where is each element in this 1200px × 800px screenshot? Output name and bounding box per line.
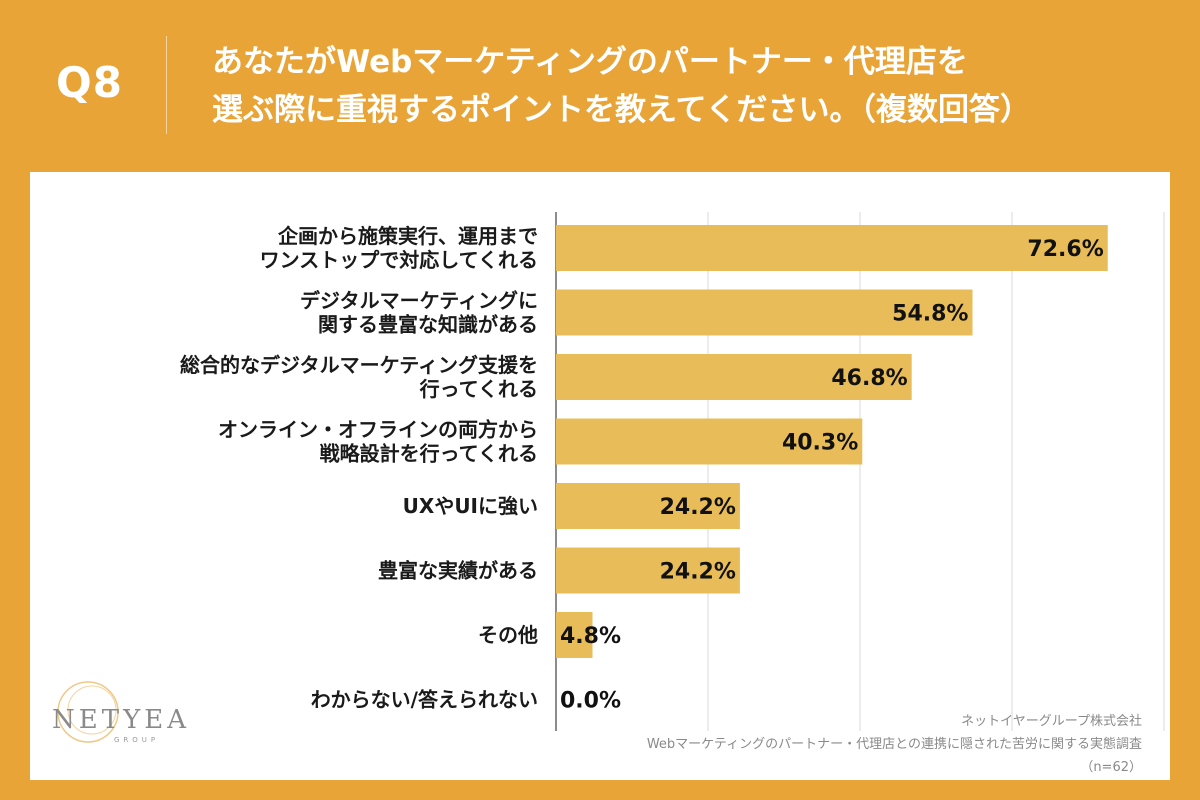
bar-0 <box>556 225 1108 271</box>
value-label-1: 54.8% <box>892 302 968 327</box>
bars <box>556 225 1108 658</box>
value-labels: 72.6% 54.8% 46.8% 40.3% 24.2% 24.2% 4.8% 0.0% <box>560 237 1104 714</box>
category-label-1: デジタルマーケティングに関する豊富な知識がある <box>300 289 538 337</box>
value-label-2: 46.8% <box>831 366 907 391</box>
category-label-0: 企画から施策実行、運用までワンストップで対応してくれる <box>260 224 538 272</box>
question-title-line1: あなたがWebマーケティングのパートナー・代理店を <box>212 44 968 80</box>
value-label-3: 40.3% <box>782 431 858 456</box>
bar-3 <box>556 418 863 465</box>
logo-circle <box>57 681 119 743</box>
logo-inner-circle <box>67 685 117 735</box>
question-title-line2: 選ぶ際に重視するポイントを教えてください。（複数回答） <box>212 92 1032 128</box>
bar-5 <box>556 547 740 594</box>
footer-survey: Webマーケティングのパートナー・代理店との連携に隠された苦労に関する実態調査 <box>646 737 1142 752</box>
value-label-6: 4.8% <box>560 624 621 649</box>
category-label-6: その他 <box>478 623 538 647</box>
bar-1 <box>556 289 973 336</box>
footer-company: ネットイヤーグループ株式会社 <box>961 714 1142 729</box>
category-label-7: わからない/答えられない <box>311 688 538 712</box>
value-label-5: 24.2% <box>660 560 736 585</box>
logo-text: NETYEAR <box>52 705 188 735</box>
logo-subtext: GROUP <box>114 736 159 744</box>
category-label-4: UXやUIに強い <box>403 494 538 518</box>
header-divider <box>166 36 167 134</box>
category-label-5: 豊富な実績がある <box>378 559 538 583</box>
chart-panel <box>30 172 1170 780</box>
bar-2 <box>556 354 912 400</box>
value-label-4: 24.2% <box>660 495 736 520</box>
bar-6 <box>556 612 593 658</box>
footer-sample: （n=62） <box>1080 760 1142 775</box>
category-labels: 企画から施策実行、運用までワンストップで対応してくれるデジタルマーケティングに関… <box>180 224 538 712</box>
question-number: Q8 <box>56 58 123 107</box>
bar-4 <box>556 483 740 529</box>
netyear-logo: NETYEAR GROUP <box>48 676 210 756</box>
value-label-7: 0.0% <box>560 689 621 714</box>
category-label-2: 総合的なデジタルマーケティング支援を行ってくれる <box>180 353 538 401</box>
question-title: あなたがWebマーケティングのパートナー・代理店を 選ぶ際に重視するポイントを教… <box>212 38 1031 134</box>
value-label-0: 72.6% <box>1027 237 1103 262</box>
category-label-3: オンライン・オフラインの両方から戦略設計を行ってくれる <box>218 418 538 466</box>
header: Q8 あなたがWebマーケティングのパートナー・代理店を 選ぶ際に重視するポイン… <box>0 0 1200 170</box>
